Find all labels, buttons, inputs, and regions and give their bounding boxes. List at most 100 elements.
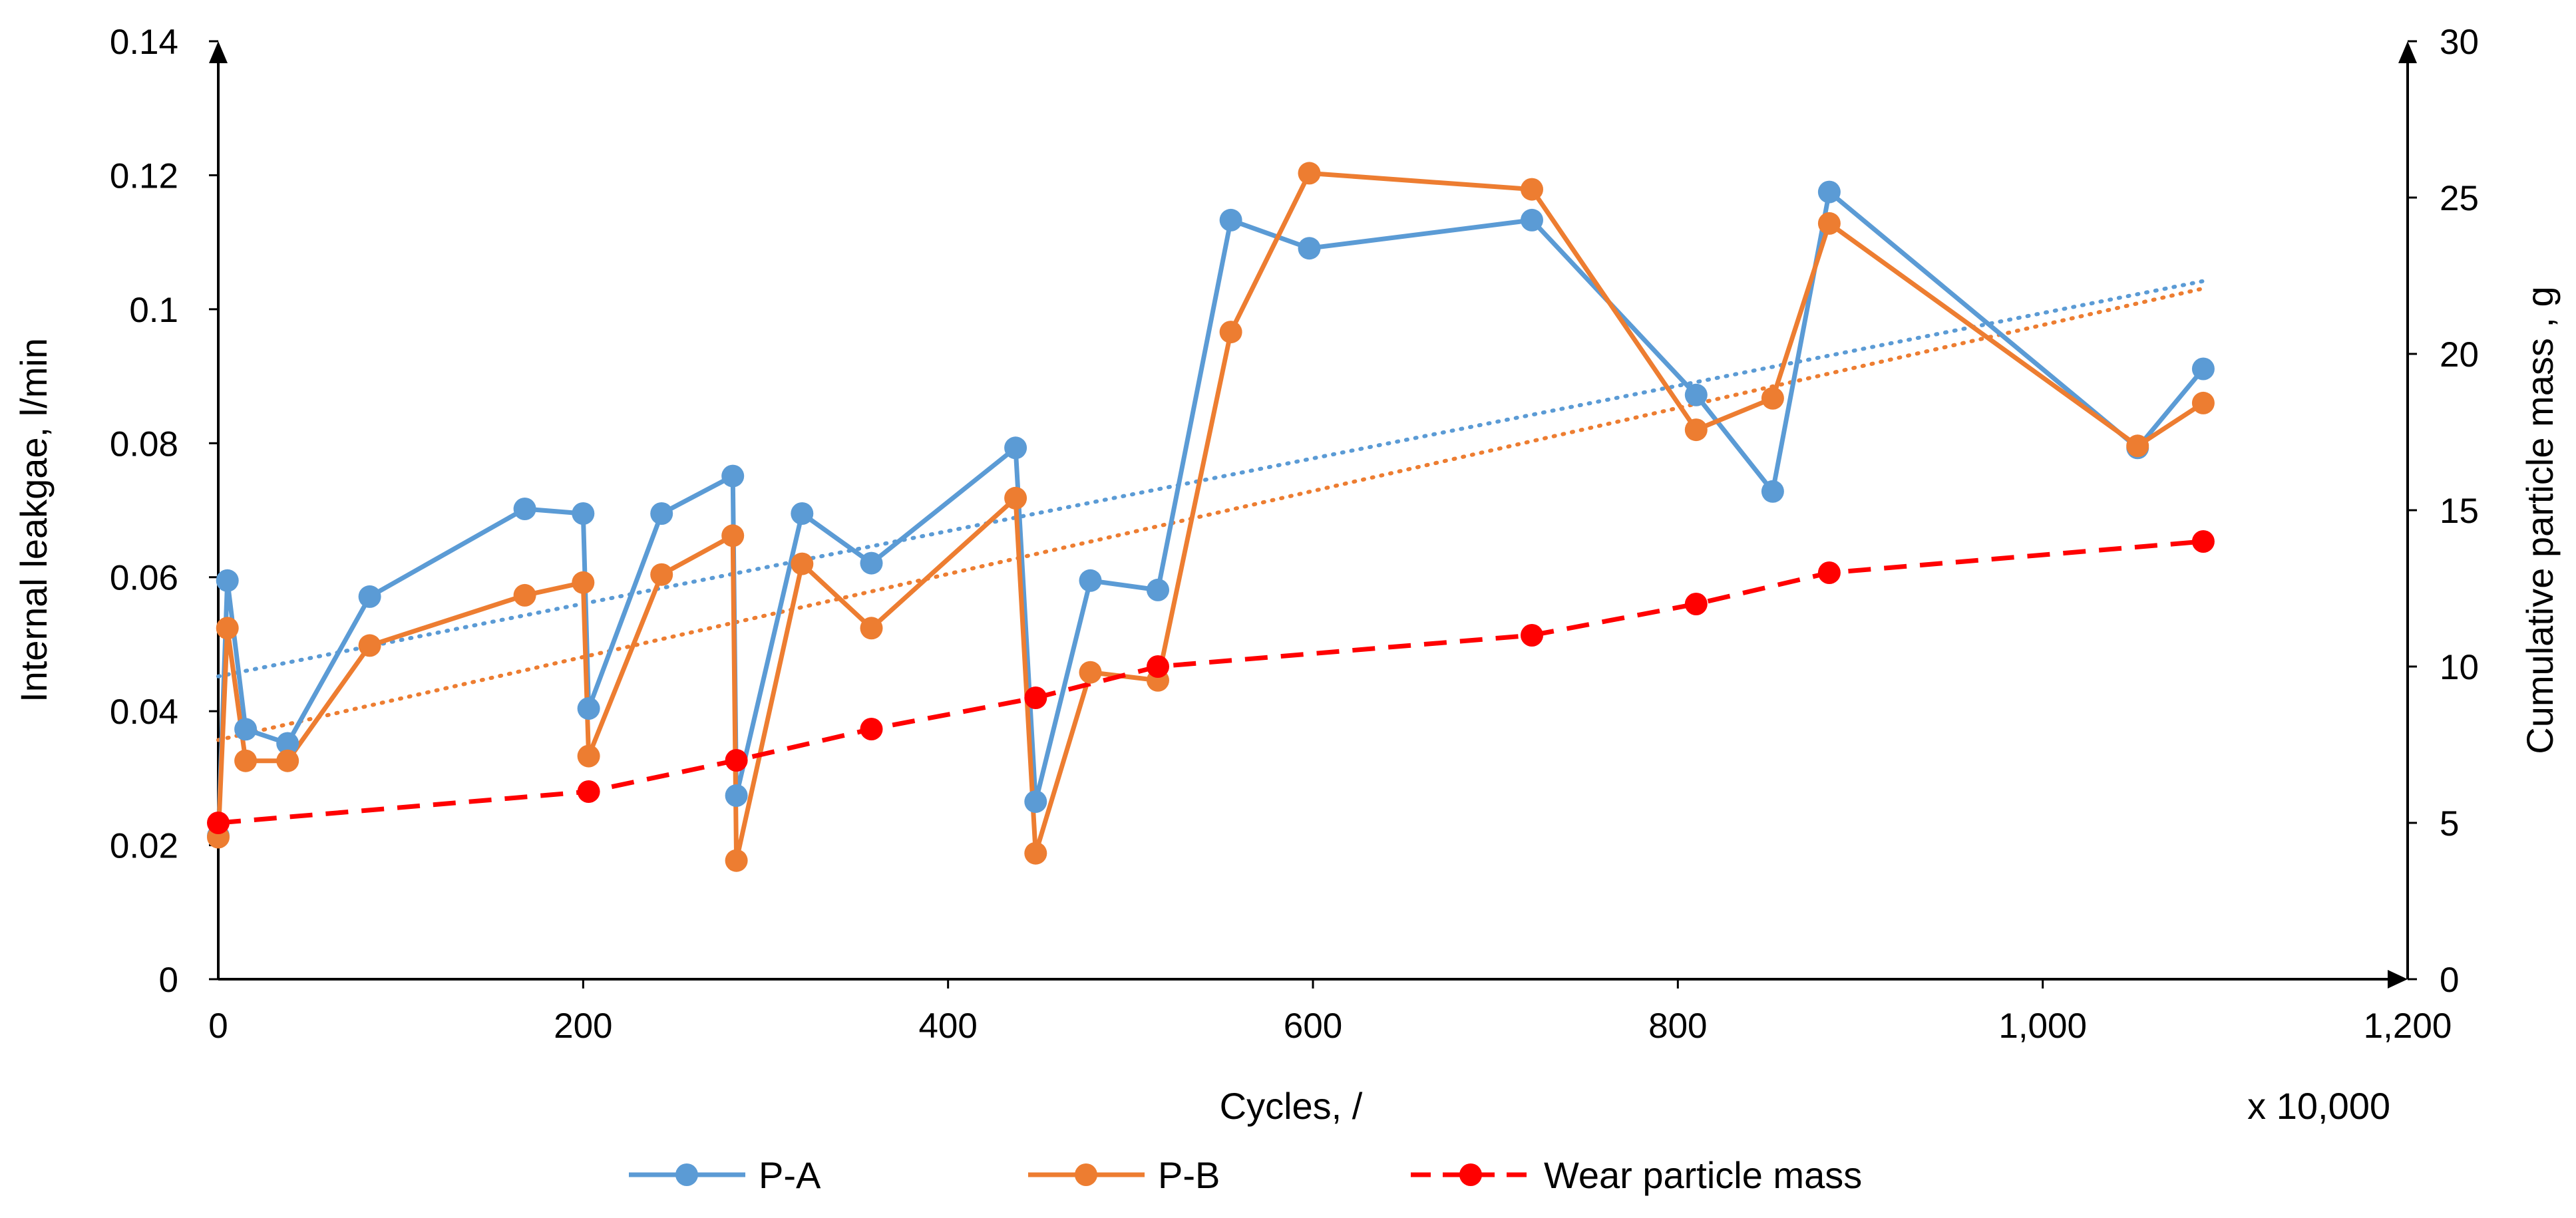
data-point-wear-particle-mass[interactable] — [860, 718, 883, 740]
x-tick-label: 0 — [208, 1006, 228, 1046]
data-point-p-b[interactable] — [1521, 178, 1543, 201]
y-tick-label: 0.04 — [110, 692, 178, 732]
y2-tick-label: 25 — [2440, 179, 2479, 218]
data-point-p-b[interactable] — [791, 552, 814, 575]
legend-label-p-b: P-B — [1158, 1154, 1220, 1196]
data-point-p-a[interactable] — [1147, 578, 1169, 601]
data-point-wear-particle-mass[interactable] — [1684, 593, 1708, 615]
y-tick-label: 0 — [159, 961, 178, 1000]
x-tick-label: 1,200 — [2364, 1006, 2452, 1046]
data-point-wear-particle-mass[interactable] — [1817, 561, 1841, 584]
data-point-p-b[interactable] — [577, 744, 600, 768]
data-point-wear-particle-mass[interactable] — [2191, 530, 2215, 553]
data-point-p-b[interactable] — [1684, 418, 1708, 442]
data-point-wear-particle-mass[interactable] — [577, 780, 600, 803]
data-point-p-a[interactable] — [1024, 790, 1047, 814]
data-point-p-b[interactable] — [860, 617, 883, 640]
x-axis-title: Cycles, / — [1220, 1085, 1363, 1127]
y2-tick-label: 30 — [2440, 23, 2479, 62]
data-point-p-a[interactable] — [572, 502, 595, 525]
data-point-p-a[interactable] — [1219, 208, 1242, 231]
y2-axis-arrow — [2398, 41, 2417, 63]
trendline-p-a — [216, 279, 2205, 679]
data-point-p-b[interactable] — [725, 849, 748, 872]
y-tick-label: 0.08 — [110, 424, 178, 464]
data-point-p-a[interactable] — [1004, 436, 1027, 460]
data-point-wear-particle-mass[interactable] — [725, 749, 748, 772]
x-tick-label: 800 — [1648, 1006, 1707, 1046]
data-point-p-b[interactable] — [234, 749, 258, 772]
data-point-p-b[interactable] — [1219, 321, 1242, 344]
y-tick-label: 0.1 — [129, 291, 178, 330]
data-point-wear-particle-mass[interactable] — [207, 812, 230, 834]
data-point-p-a[interactable] — [721, 464, 745, 488]
data-point-p-a[interactable] — [860, 551, 883, 575]
legend-item-wear-particle-mass[interactable]: Wear particle mass — [1411, 1154, 1862, 1196]
data-point-p-a[interactable] — [513, 498, 536, 520]
data-point-p-a[interactable] — [1684, 383, 1708, 406]
trendlines — [216, 279, 2205, 742]
data-point-p-b[interactable] — [650, 563, 673, 586]
data-point-p-a[interactable] — [650, 502, 673, 525]
data-point-p-a[interactable] — [791, 502, 814, 525]
legend-item-p-a[interactable]: P-A — [629, 1154, 821, 1196]
legend-label-p-a: P-A — [759, 1154, 821, 1196]
data-point-p-a[interactable] — [725, 784, 748, 807]
legend: P-A P-B Wear particle mass — [629, 1154, 1862, 1196]
data-point-p-b[interactable] — [513, 583, 536, 607]
x-ticks: 0 200 400 600 800 1,000 1,200 — [208, 979, 2452, 1046]
y2-tick-label: 0 — [2440, 961, 2459, 1000]
data-point-p-a[interactable] — [358, 585, 381, 608]
legend-marker-p-a — [675, 1163, 698, 1186]
data-point-p-b[interactable] — [276, 749, 299, 772]
data-point-p-a[interactable] — [1761, 480, 1784, 503]
series-line-wear-particle-mass — [218, 539, 2204, 826]
data-point-p-b[interactable] — [2191, 391, 2215, 414]
trendline-p-b — [216, 286, 2205, 742]
data-point-wear-particle-mass[interactable] — [1024, 686, 1047, 709]
legend-item-p-b[interactable]: P-B — [1028, 1154, 1220, 1196]
legend-marker-wear-particle-mass — [1459, 1163, 1482, 1186]
x-axis-arrow — [2388, 970, 2408, 989]
data-point-wear-particle-mass[interactable] — [1521, 624, 1543, 647]
data-point-p-b[interactable] — [572, 571, 595, 594]
y-tick-label: 0.02 — [110, 827, 178, 866]
data-point-p-a[interactable] — [577, 697, 600, 720]
data-point-p-b[interactable] — [1024, 841, 1047, 865]
data-point-p-b[interactable] — [358, 634, 381, 657]
data-point-p-a[interactable] — [1817, 180, 1841, 204]
data-point-wear-particle-mass[interactable] — [1147, 655, 1169, 678]
data-point-p-a[interactable] — [1079, 569, 1102, 592]
x-tick-label: 1,000 — [1998, 1006, 2087, 1046]
y2-tick-label: 15 — [2440, 492, 2479, 531]
data-point-p-b[interactable] — [1298, 162, 1321, 185]
data-point-p-b[interactable] — [1004, 486, 1027, 510]
data-point-p-b[interactable] — [216, 617, 239, 640]
data-point-p-b[interactable] — [1817, 212, 1841, 235]
series-lines — [216, 170, 2205, 863]
data-point-p-a[interactable] — [276, 732, 299, 755]
data-point-p-a[interactable] — [1298, 237, 1321, 260]
data-point-p-b[interactable] — [721, 524, 745, 547]
x-unit-note: x 10,000 — [2247, 1085, 2390, 1127]
series-line-p-b — [216, 170, 2205, 863]
data-point-p-b[interactable] — [1761, 386, 1784, 410]
y2-tick-label: 10 — [2440, 648, 2479, 687]
y-tick-label: 0.06 — [110, 559, 178, 598]
legend-label-wear-particle-mass: Wear particle mass — [1544, 1154, 1862, 1196]
data-point-p-a[interactable] — [216, 569, 239, 592]
y2-axis-title: Cumulative particle mass , g — [2519, 286, 2561, 754]
data-point-p-a[interactable] — [2191, 357, 2215, 381]
data-point-p-a[interactable] — [1521, 208, 1543, 231]
data-point-p-a[interactable] — [234, 718, 258, 741]
y2-tick-label: 5 — [2440, 804, 2459, 843]
x-tick-label: 200 — [554, 1006, 612, 1046]
data-point-p-b[interactable] — [2126, 434, 2149, 458]
y-axis-arrow — [209, 41, 228, 63]
y2-tick-label: 20 — [2440, 335, 2479, 375]
series-points — [207, 162, 2215, 872]
data-point-p-b[interactable] — [1079, 661, 1102, 684]
y-axis-title: Internal leakgae, l/min — [13, 338, 55, 702]
y-tick-label: 0.14 — [110, 23, 178, 62]
